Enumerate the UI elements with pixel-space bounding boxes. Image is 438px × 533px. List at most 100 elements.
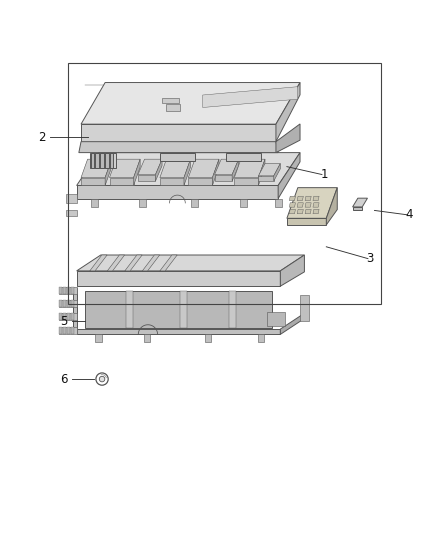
Polygon shape <box>215 159 239 174</box>
Polygon shape <box>59 300 62 307</box>
Polygon shape <box>67 313 70 320</box>
Bar <box>68 63 381 304</box>
Polygon shape <box>212 159 219 185</box>
Polygon shape <box>205 334 211 342</box>
Polygon shape <box>71 313 74 320</box>
Polygon shape <box>234 177 258 185</box>
Polygon shape <box>258 334 264 342</box>
Polygon shape <box>85 290 272 328</box>
Polygon shape <box>107 255 125 271</box>
Polygon shape <box>305 196 311 200</box>
Polygon shape <box>229 290 236 328</box>
Polygon shape <box>305 209 311 214</box>
Polygon shape <box>240 199 247 207</box>
Polygon shape <box>267 312 285 326</box>
Polygon shape <box>79 142 278 152</box>
Polygon shape <box>275 199 282 207</box>
Polygon shape <box>313 196 319 200</box>
Polygon shape <box>67 300 70 307</box>
Polygon shape <box>66 209 77 216</box>
Polygon shape <box>73 288 77 330</box>
Polygon shape <box>105 159 112 185</box>
Polygon shape <box>280 255 304 286</box>
Circle shape <box>99 376 105 382</box>
Polygon shape <box>297 203 303 207</box>
Polygon shape <box>81 83 300 124</box>
Text: 6: 6 <box>60 373 67 385</box>
Polygon shape <box>66 194 77 203</box>
Polygon shape <box>160 152 195 161</box>
Polygon shape <box>353 198 367 207</box>
Polygon shape <box>276 124 300 152</box>
Polygon shape <box>297 209 303 214</box>
Polygon shape <box>188 159 219 177</box>
Text: 5: 5 <box>60 315 67 328</box>
Polygon shape <box>191 199 198 207</box>
Polygon shape <box>59 313 62 320</box>
Polygon shape <box>63 327 66 334</box>
Polygon shape <box>326 188 337 225</box>
Polygon shape <box>77 271 280 286</box>
Polygon shape <box>305 203 311 207</box>
Polygon shape <box>188 177 212 185</box>
Polygon shape <box>134 159 140 185</box>
Polygon shape <box>59 327 62 334</box>
Polygon shape <box>138 159 162 174</box>
Polygon shape <box>138 174 155 181</box>
Polygon shape <box>125 255 142 271</box>
Polygon shape <box>289 196 295 200</box>
Polygon shape <box>184 159 191 185</box>
Text: 2: 2 <box>38 131 46 144</box>
Polygon shape <box>71 327 74 334</box>
Polygon shape <box>258 164 280 176</box>
Polygon shape <box>81 124 276 142</box>
Polygon shape <box>166 104 180 111</box>
Polygon shape <box>77 185 278 199</box>
Polygon shape <box>276 83 300 142</box>
Polygon shape <box>59 300 77 307</box>
Polygon shape <box>162 98 179 103</box>
Polygon shape <box>203 87 297 108</box>
Polygon shape <box>105 152 109 168</box>
Polygon shape <box>278 152 300 199</box>
Polygon shape <box>95 152 99 168</box>
Polygon shape <box>77 152 300 185</box>
Polygon shape <box>160 255 177 271</box>
Polygon shape <box>289 203 295 207</box>
Polygon shape <box>100 152 104 168</box>
Polygon shape <box>215 174 232 181</box>
Polygon shape <box>126 290 133 328</box>
Polygon shape <box>59 287 62 294</box>
Polygon shape <box>289 209 295 214</box>
Polygon shape <box>300 295 309 321</box>
Polygon shape <box>155 159 162 181</box>
Polygon shape <box>313 203 319 207</box>
Text: 4: 4 <box>406 208 413 221</box>
Polygon shape <box>67 287 70 294</box>
Polygon shape <box>90 255 107 271</box>
Polygon shape <box>287 188 337 219</box>
Polygon shape <box>144 334 150 342</box>
Polygon shape <box>59 327 77 334</box>
Polygon shape <box>71 300 74 307</box>
Polygon shape <box>139 199 146 207</box>
Polygon shape <box>353 207 362 211</box>
Polygon shape <box>67 327 70 334</box>
Polygon shape <box>142 255 159 271</box>
Polygon shape <box>280 313 304 334</box>
Polygon shape <box>226 152 261 161</box>
Polygon shape <box>63 313 66 320</box>
Polygon shape <box>90 152 116 168</box>
Polygon shape <box>63 300 66 307</box>
Polygon shape <box>77 255 304 271</box>
Polygon shape <box>91 199 98 207</box>
Polygon shape <box>95 334 102 342</box>
Polygon shape <box>160 177 184 185</box>
Polygon shape <box>59 287 77 294</box>
Polygon shape <box>81 177 105 185</box>
Polygon shape <box>234 159 265 177</box>
Polygon shape <box>71 287 74 294</box>
Polygon shape <box>59 313 77 320</box>
Polygon shape <box>258 159 265 185</box>
Polygon shape <box>110 152 113 168</box>
